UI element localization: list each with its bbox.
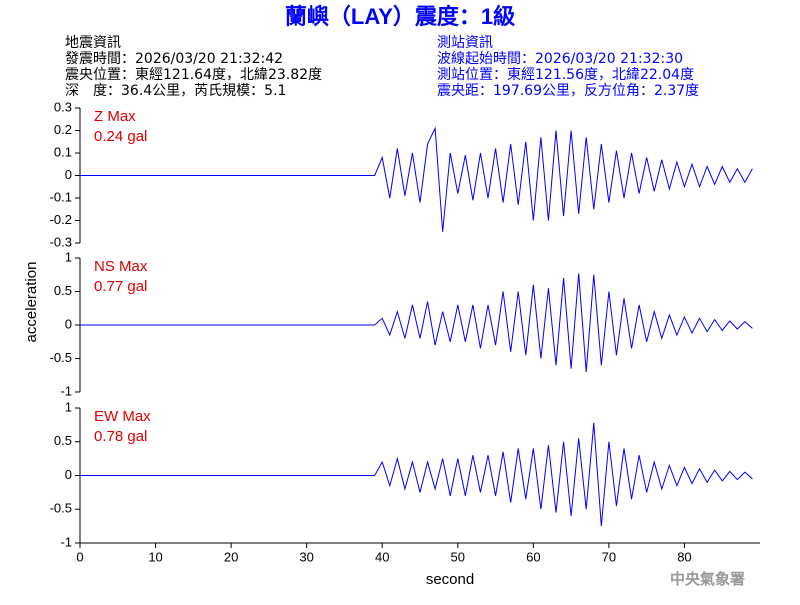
y-tick-label: -0.5 (50, 350, 72, 365)
legend-entry: EW Max (94, 408, 151, 425)
max-label: 0.78 gal (94, 428, 147, 445)
x-tick-label: 30 (299, 549, 313, 564)
waveform (80, 126, 753, 232)
waveform (80, 273, 753, 372)
info-line: 測站資訊 (437, 35, 493, 51)
y-tick-label: 0.2 (54, 122, 72, 137)
info-line: 深 度：36.4公里，芮氏規模：5.1 (65, 82, 286, 99)
x-tick-label: 50 (451, 549, 465, 564)
y-tick-label: 0 (65, 167, 72, 182)
footer: 中央氣象署 (670, 570, 745, 588)
info-line: 震央位置：東經121.64度，北緯23.82度 (65, 67, 322, 83)
y-tick-label: 0.3 (54, 99, 72, 114)
y-axis-label: acceleration (23, 262, 40, 343)
y-tick-label: -0.1 (50, 189, 72, 204)
chart-title: 蘭嶼（LAY）震度：1級 (285, 4, 515, 29)
y-tick-label: 1 (65, 399, 72, 414)
x-axis-label: second (426, 571, 474, 588)
y-tick-label: -1 (60, 383, 72, 398)
x-tick-label: 70 (602, 549, 616, 564)
max-label: 0.24 gal (94, 128, 147, 145)
x-tick-label: 20 (224, 549, 238, 564)
y-tick-label: -0.3 (50, 234, 72, 249)
y-tick-label: 1 (65, 249, 72, 264)
y-tick-label: 0.5 (54, 283, 72, 298)
y-tick-label: 0.1 (54, 144, 72, 159)
y-tick-label: 0 (65, 316, 72, 331)
y-tick-label: 0.5 (54, 433, 72, 448)
info-line: 測站位置：東經121.56度，北緯22.04度 (437, 67, 694, 83)
legend-entry: Z Max (94, 108, 136, 125)
x-tick-label: 60 (526, 549, 540, 564)
info-line: 震央距：197.69公里，反方位角：2.37度 (437, 83, 699, 99)
y-tick-label: -0.2 (50, 212, 72, 227)
y-tick-label: -1 (60, 534, 72, 549)
x-tick-label: 0 (76, 549, 83, 564)
waveform (80, 422, 753, 527)
x-tick-label: 10 (148, 549, 162, 564)
x-tick-label: 80 (677, 549, 691, 564)
y-tick-label: 0 (65, 467, 72, 482)
y-tick-label: -0.5 (50, 501, 72, 516)
info-line: 發震時間：2026/03/20 21:32:42 (65, 51, 283, 67)
legend-entry: NS Max (94, 258, 148, 275)
info-line: 波線起始時間：2026/03/20 21:32:30 (437, 51, 683, 67)
max-label: 0.77 gal (94, 278, 147, 295)
info-line: 地震資訊 (65, 35, 121, 51)
x-tick-label: 40 (375, 549, 389, 564)
